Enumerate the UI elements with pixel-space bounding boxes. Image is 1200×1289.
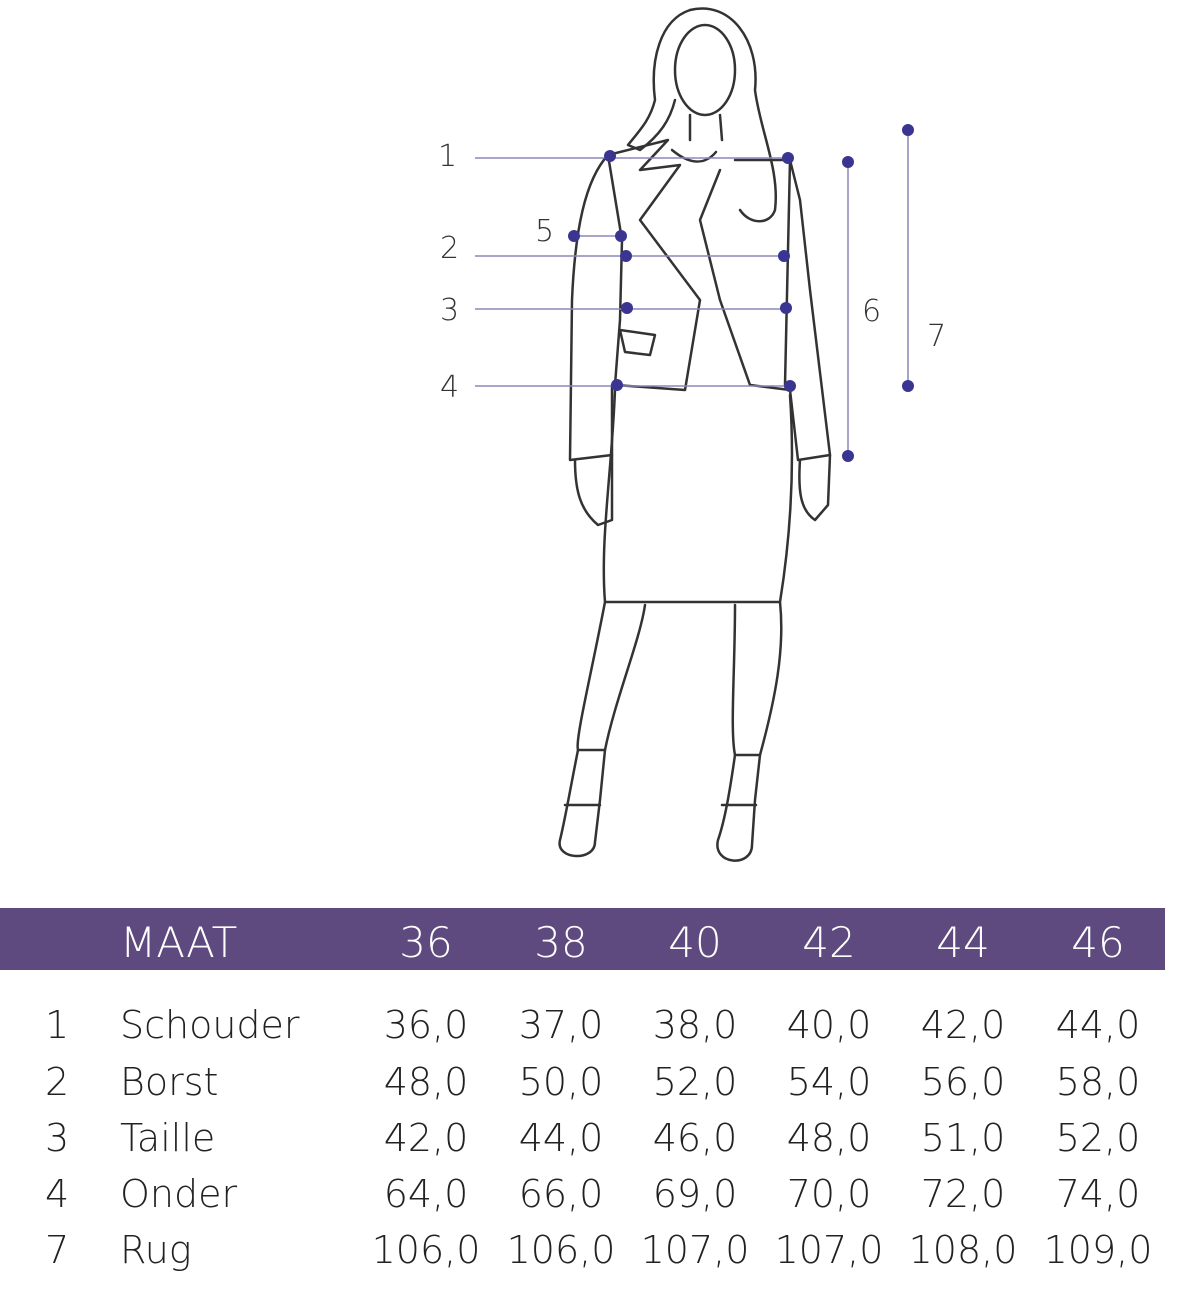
row-number: 7 bbox=[45, 1228, 70, 1272]
header-size: 40 bbox=[668, 918, 722, 967]
header-maat: MAAT bbox=[120, 918, 238, 967]
row-value: 37,0 bbox=[518, 1003, 604, 1047]
measurement-label-3: 3 bbox=[440, 293, 459, 328]
row-value: 42,0 bbox=[383, 1116, 469, 1160]
header-size: 46 bbox=[1071, 918, 1125, 967]
row-value: 36,0 bbox=[383, 1003, 469, 1047]
row-value: 64,0 bbox=[383, 1172, 469, 1216]
row-measurement-name: Onder bbox=[120, 1172, 238, 1216]
row-value: 74,0 bbox=[1055, 1172, 1141, 1216]
row-value: 52,0 bbox=[652, 1060, 738, 1104]
row-value: 54,0 bbox=[786, 1060, 872, 1104]
row-value: 42,0 bbox=[920, 1003, 1006, 1047]
row-value: 51,0 bbox=[920, 1116, 1006, 1160]
row-value: 48,0 bbox=[786, 1116, 872, 1160]
row-value: 107,0 bbox=[640, 1228, 750, 1272]
measurement-label-4: 4 bbox=[440, 370, 459, 405]
row-number: 4 bbox=[45, 1172, 70, 1216]
row-value: 56,0 bbox=[920, 1060, 1006, 1104]
row-value: 69,0 bbox=[652, 1172, 738, 1216]
header-size: 42 bbox=[802, 918, 856, 967]
row-value: 52,0 bbox=[1055, 1116, 1141, 1160]
row-number: 2 bbox=[45, 1060, 70, 1104]
row-value: 108,0 bbox=[908, 1228, 1018, 1272]
header-size: 38 bbox=[534, 918, 588, 967]
row-value: 46,0 bbox=[652, 1116, 738, 1160]
row-measurement-name: Schouder bbox=[120, 1003, 300, 1047]
measurement-label-5: 5 bbox=[535, 214, 554, 249]
row-value: 44,0 bbox=[1055, 1003, 1141, 1047]
row-value: 107,0 bbox=[774, 1228, 884, 1272]
figure-illustration: 1 2 3 4 5 6 7 bbox=[438, 7, 946, 862]
row-value: 106,0 bbox=[506, 1228, 616, 1272]
measurement-lines bbox=[475, 130, 909, 456]
row-value: 66,0 bbox=[518, 1172, 604, 1216]
row-value: 40,0 bbox=[786, 1003, 872, 1047]
row-measurement-name: Taille bbox=[120, 1116, 216, 1160]
measurement-label-1: 1 bbox=[438, 139, 457, 174]
size-table-header: MAAT 36 38 40 42 44 46 bbox=[0, 908, 1165, 970]
row-value: 70,0 bbox=[786, 1172, 872, 1216]
header-size: 44 bbox=[936, 918, 990, 967]
measurement-label-7: 7 bbox=[927, 319, 946, 354]
measurement-markers bbox=[568, 124, 914, 462]
row-value: 48,0 bbox=[383, 1060, 469, 1104]
row-value: 50,0 bbox=[518, 1060, 604, 1104]
row-measurement-name: Rug bbox=[120, 1228, 192, 1272]
row-measurement-name: Borst bbox=[120, 1060, 219, 1104]
row-value: 109,0 bbox=[1043, 1228, 1153, 1272]
header-size: 36 bbox=[399, 918, 453, 967]
row-value: 44,0 bbox=[518, 1116, 604, 1160]
measurement-label-6: 6 bbox=[862, 294, 881, 329]
row-value: 38,0 bbox=[652, 1003, 738, 1047]
row-value: 72,0 bbox=[920, 1172, 1006, 1216]
row-value: 106,0 bbox=[371, 1228, 481, 1272]
row-number: 3 bbox=[45, 1116, 70, 1160]
row-value: 58,0 bbox=[1055, 1060, 1141, 1104]
woman-sketch bbox=[558, 7, 832, 862]
row-number: 1 bbox=[45, 1003, 70, 1047]
measurement-label-2: 2 bbox=[440, 231, 459, 266]
